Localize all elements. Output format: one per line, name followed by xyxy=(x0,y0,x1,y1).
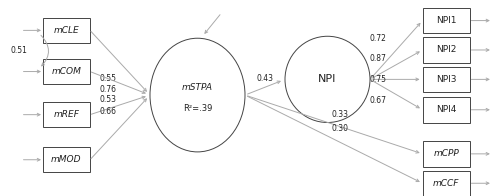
FancyBboxPatch shape xyxy=(422,8,470,33)
Text: 0.55: 0.55 xyxy=(99,74,116,83)
Text: NPI4: NPI4 xyxy=(436,105,456,114)
Text: mMOD: mMOD xyxy=(51,155,82,164)
FancyBboxPatch shape xyxy=(42,18,90,43)
Text: mCCF: mCCF xyxy=(433,179,460,188)
Text: mSTPA: mSTPA xyxy=(182,83,213,92)
Ellipse shape xyxy=(150,38,245,152)
Text: 0.43: 0.43 xyxy=(256,74,274,83)
Text: NPI: NPI xyxy=(318,74,336,84)
FancyBboxPatch shape xyxy=(42,59,90,84)
Text: mCLE: mCLE xyxy=(54,26,79,35)
Text: 0.67: 0.67 xyxy=(369,96,386,105)
Text: 0.33: 0.33 xyxy=(332,110,348,119)
Text: 0.30: 0.30 xyxy=(332,124,348,133)
Text: mREF: mREF xyxy=(54,110,79,119)
Text: 0.72: 0.72 xyxy=(370,34,386,43)
FancyBboxPatch shape xyxy=(422,171,470,196)
Text: 0.87: 0.87 xyxy=(370,54,386,63)
FancyBboxPatch shape xyxy=(42,147,90,172)
Text: 0.51: 0.51 xyxy=(10,46,27,55)
FancyBboxPatch shape xyxy=(422,97,470,122)
Text: NPI3: NPI3 xyxy=(436,75,456,84)
Text: NPI1: NPI1 xyxy=(436,16,456,25)
FancyBboxPatch shape xyxy=(422,37,470,63)
FancyBboxPatch shape xyxy=(422,67,470,92)
Ellipse shape xyxy=(285,36,370,122)
Text: mCPP: mCPP xyxy=(434,149,459,158)
Text: 0.66: 0.66 xyxy=(99,107,116,116)
Text: 0.53: 0.53 xyxy=(99,95,116,104)
Text: NPI2: NPI2 xyxy=(436,45,456,54)
Text: 0.75: 0.75 xyxy=(369,75,386,84)
Text: mCOM: mCOM xyxy=(52,67,81,76)
FancyBboxPatch shape xyxy=(422,141,470,167)
Text: R²=.39: R²=.39 xyxy=(183,104,212,113)
Text: 0.76: 0.76 xyxy=(99,85,116,94)
FancyBboxPatch shape xyxy=(42,102,90,127)
